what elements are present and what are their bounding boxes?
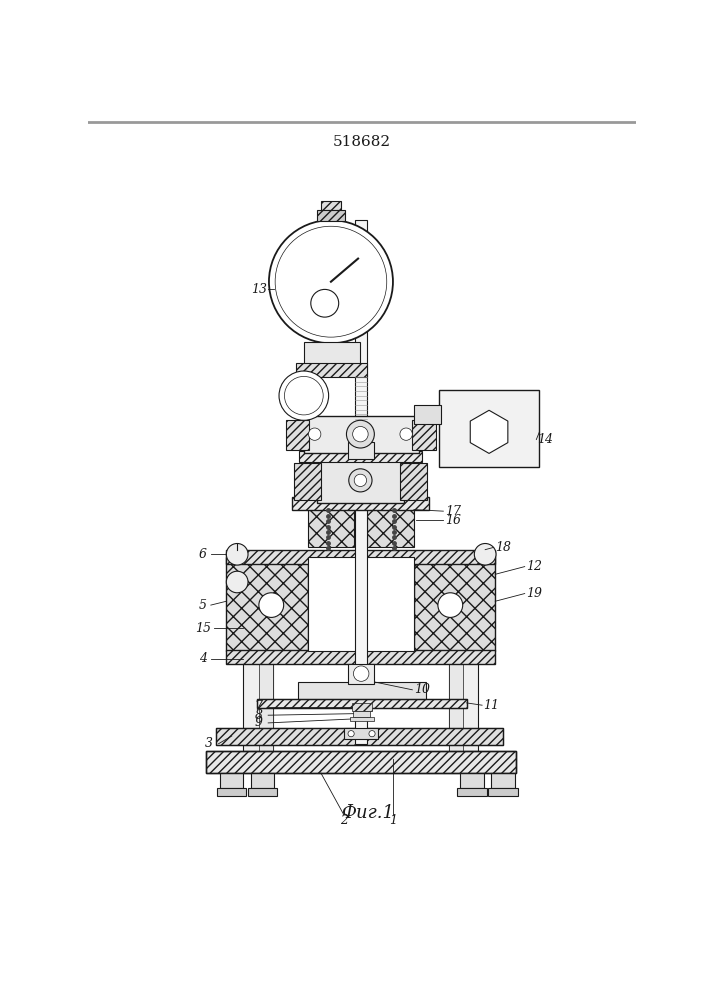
Text: 10: 10 [414,683,430,696]
Bar [438,389,539,466]
Bar [292,497,429,510]
Bar [259,619,273,751]
Bar [368,505,414,547]
Text: 8: 8 [255,709,263,722]
Text: 9: 9 [255,716,263,729]
Bar [298,682,426,699]
Circle shape [400,428,412,440]
Text: 13: 13 [251,283,267,296]
Bar [257,699,467,708]
Bar [251,773,274,788]
Bar [243,619,273,751]
Bar [308,505,354,547]
Bar [317,459,404,503]
Bar [352,703,372,711]
Text: 19: 19 [526,587,542,600]
Circle shape [311,289,339,317]
Bar [296,363,368,377]
Bar [449,619,478,751]
Text: 18: 18 [495,541,511,554]
Text: 1: 1 [389,814,397,827]
Circle shape [308,428,321,440]
Text: 14: 14 [537,433,554,446]
Circle shape [275,226,387,337]
Text: 5: 5 [199,599,207,612]
Bar [304,416,419,453]
Text: 12: 12 [526,560,542,573]
Circle shape [284,376,323,415]
Text: Фиг.1: Фиг.1 [341,804,394,822]
Bar [293,463,321,500]
Bar [226,557,308,651]
Text: 7: 7 [255,700,263,713]
Text: 2: 2 [340,814,348,827]
Bar [414,405,441,424]
Circle shape [226,571,248,593]
Text: 17: 17 [445,505,461,518]
Circle shape [349,469,372,492]
Bar [216,728,503,745]
Circle shape [259,593,284,617]
Bar [304,342,360,365]
Bar [217,788,247,796]
Bar [321,201,341,210]
Bar [460,773,484,788]
Bar [206,751,516,773]
Bar [400,463,427,500]
Circle shape [348,731,354,737]
Polygon shape [470,410,508,453]
Circle shape [269,220,393,343]
Circle shape [226,544,248,565]
Bar [206,751,516,773]
Circle shape [369,731,375,737]
Circle shape [438,593,462,617]
Bar [257,699,467,708]
Bar [226,550,495,564]
Bar [351,717,373,721]
Bar [226,650,495,664]
Bar [216,728,503,745]
Bar [344,728,378,739]
Text: 518682: 518682 [333,135,391,149]
Bar [414,557,495,651]
Text: 16: 16 [445,514,461,527]
Circle shape [354,666,369,681]
Bar [457,788,486,796]
Circle shape [346,420,374,448]
Text: 6: 6 [199,548,207,561]
Bar [220,773,243,788]
Text: 15: 15 [195,622,211,635]
Bar [308,557,414,651]
Bar [248,788,277,796]
Text: 4: 4 [199,652,207,666]
Text: 3: 3 [204,737,213,750]
Bar [412,420,436,450]
Bar [491,773,515,788]
Bar [489,788,518,796]
Bar [348,664,374,684]
Bar [299,451,421,462]
Bar [354,711,370,717]
Bar [286,420,309,450]
Bar [317,210,345,221]
Circle shape [279,371,329,420]
Circle shape [474,544,496,565]
Circle shape [354,474,367,487]
Bar [355,220,368,744]
Circle shape [353,426,368,442]
Bar [449,619,462,751]
Bar [348,442,374,459]
Text: 11: 11 [484,699,499,712]
